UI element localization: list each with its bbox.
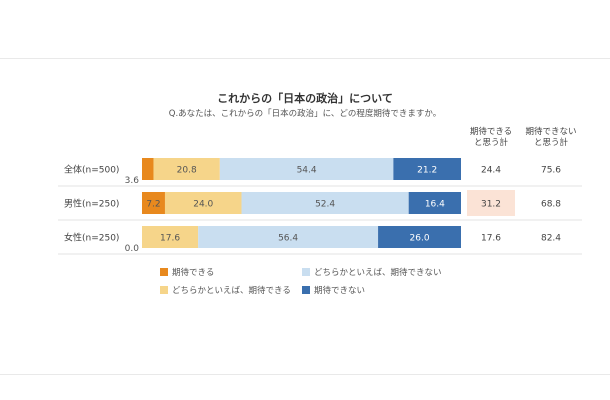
bar-segment-1-2 [241, 192, 409, 214]
negative-header-line2: と思う計 [533, 138, 568, 148]
legend-item-not-expect: 期待できない [302, 284, 365, 296]
legend-swatch-expect [160, 268, 168, 276]
top-divider [0, 58, 610, 59]
bar-segment-0-1 [153, 158, 220, 180]
bar-value-label: 26.0 [410, 234, 430, 244]
legend-item-somewhat-expect: どちらかといえば、期待できる [160, 284, 291, 296]
bar-value-label: 56.4 [278, 234, 298, 244]
bar-segment-2-2 [198, 226, 379, 248]
legend-swatch-somewhat-not-expect [302, 268, 310, 276]
bar-value-label: 7.2 [146, 200, 160, 210]
bar-value-label-outside: 0.0 [125, 244, 140, 254]
negative-header-line1: 期待できない [525, 127, 577, 137]
negative-total-header: 期待できない と思う計 [523, 127, 579, 149]
bar-value-label: 17.6 [160, 234, 180, 244]
total-value-1: 68.8 [541, 200, 561, 210]
total-value-1: 75.6 [541, 166, 561, 176]
legend-swatch-not-expect [302, 286, 310, 294]
bar-segment-2-3 [378, 226, 461, 248]
bar-segment-0-0 [142, 158, 154, 180]
bar-value-label: 16.4 [425, 200, 445, 210]
bar-segment-1-1 [164, 192, 242, 214]
bottom-divider [0, 374, 610, 375]
category-label: 女性(n=250) [64, 232, 119, 244]
legend-label-somewhat-not-expect: どちらかといえば、期待できない [314, 268, 442, 278]
bar-value-label: 24.0 [193, 200, 213, 210]
bar-segment-1-0 [142, 192, 165, 214]
total-value-0: 24.4 [481, 166, 501, 176]
positive-header-line1: 期待できる [469, 127, 513, 137]
highlight-cell [467, 190, 515, 216]
category-label: 全体(n=500) [64, 164, 119, 176]
category-label: 男性(n=250) [64, 198, 119, 210]
bar-segment-1-3 [408, 192, 461, 214]
legend-label-somewhat-expect: どちらかといえば、期待できる [172, 286, 291, 296]
bar-value-label: 21.2 [417, 166, 437, 176]
bar-segment-2-1 [142, 226, 199, 248]
legend-label-expect: 期待できる [172, 268, 215, 278]
total-value-0: 17.6 [481, 234, 501, 244]
bar-value-label-outside: 3.6 [125, 176, 140, 186]
legend-label-not-expect: 期待できない [314, 286, 366, 296]
legend-item-somewhat-not-expect: どちらかといえば、期待できない [302, 266, 442, 278]
chart-title: これからの「日本の政治」について [217, 92, 393, 105]
bar-value-label: 54.4 [297, 166, 317, 176]
chart-subtitle: Q.あなたは、これからの「日本の政治」に、どの程度期待できますか。 [168, 109, 442, 119]
bar-segment-0-3 [393, 158, 461, 180]
legend-swatch-somewhat-expect [160, 286, 168, 294]
positive-total-header: 期待できる と思う計 [463, 127, 519, 149]
legend-item-expect: 期待できる [160, 266, 214, 278]
bar-segment-0-2 [219, 158, 394, 180]
bar-value-label: 52.4 [315, 200, 335, 210]
positive-header-line2: と思う計 [473, 138, 508, 148]
total-value-0: 31.2 [481, 200, 501, 210]
bar-value-label: 20.8 [177, 166, 197, 176]
total-value-1: 82.4 [541, 234, 561, 244]
